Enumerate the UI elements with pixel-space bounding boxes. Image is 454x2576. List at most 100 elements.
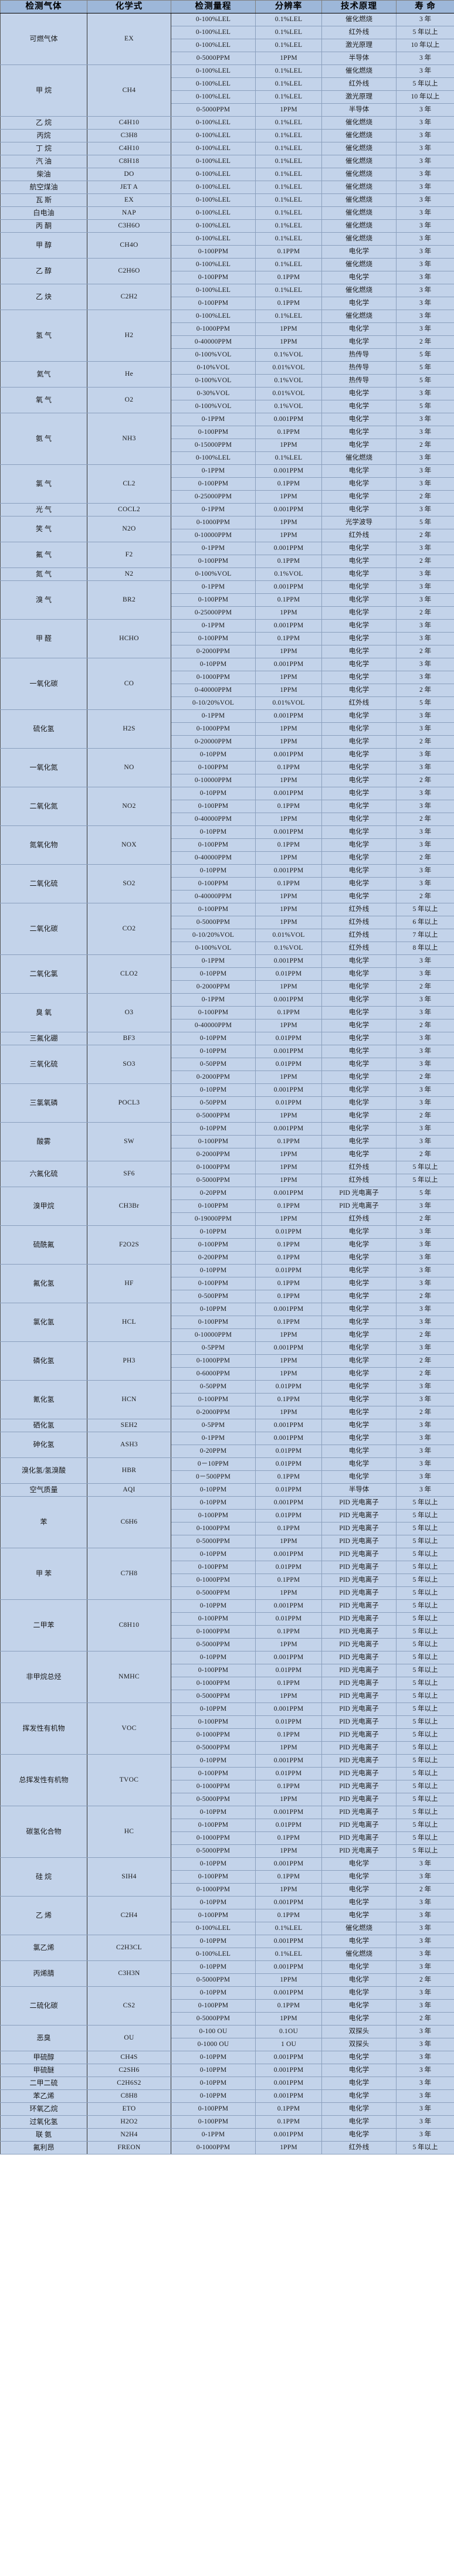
cell-detection-range: 0-10PPM (171, 967, 256, 981)
cell-technology: 电化学 (321, 1457, 397, 1471)
cell-lifetime: 5 年 (396, 696, 454, 710)
cell-technology: 红外线 (321, 1161, 397, 1174)
table-row: 二氧化碳 CO2 0-100PPM 1PPM 红外线 5 年以上 (0, 903, 454, 955)
cell-resolution: 0.01PPM (255, 1767, 322, 1780)
cell-lifetime: 3 年 (396, 800, 454, 813)
cell-technology: 电化学 (321, 1225, 397, 1239)
table-row: 甲硫醇 CH4S 0-10PPM 0.001PPM 电化学 3 年 (0, 2051, 454, 2064)
cell-technology: 半导体 (321, 103, 397, 117)
cell-gas-name: 丙烯腈 (0, 1960, 87, 1987)
table-row: 氨 气 NH3 0-1PPM 0.001PPM 电化学 3 年 (0, 413, 454, 465)
cell-resolution: 0.1%LEL (255, 129, 322, 142)
cell-detection-range: 0-1000PPM (171, 1780, 256, 1793)
table-row: 0-5000PPM 1PPM 半导体 3 年 (1, 103, 454, 117)
cell-technology: 电化学 (321, 748, 397, 762)
cell-lifetime: 3 年 (396, 993, 454, 1007)
cell-detection-range: 0-100PPM (171, 1316, 256, 1329)
cell-technology: 电化学 (321, 1290, 397, 1303)
table-row: 0-1000PPM 1PPM 电化学 3 年 (1, 322, 454, 336)
cell-technology: 激光原理 (321, 39, 397, 52)
cell-resolution: 1PPM (255, 684, 322, 697)
column-header-formula: 化学式 (87, 0, 171, 13)
cell-detection-range: 0-500PPM (171, 1290, 256, 1303)
cell-gas-name: 硫酰氟 (0, 1225, 87, 1265)
cell-detection-range: 0-20PPM (171, 1445, 256, 1458)
cell-resolution: 1PPM (255, 2141, 322, 2154)
cell-detection-range: 0-2000PPM (171, 1406, 256, 1419)
cell-detection-range: 0-100%LEL (171, 155, 256, 168)
cell-resolution: 1PPM (255, 1586, 322, 1600)
table-row: 0-100PPM 0.1PPM 电化学 3 年 (1, 1277, 454, 1290)
cell-gas-name: 乙 烷 (0, 116, 87, 130)
cell-lifetime: 3 年 (396, 1870, 454, 1884)
cell-lifetime: 5 年以上 (396, 1625, 454, 1639)
cell-technology: PID 光电离子 (321, 1509, 397, 1523)
table-row: 0-500PPM 0.1PPM 电化学 2 年 (1, 1290, 454, 1303)
cell-chemical-formula: N2O (87, 516, 171, 542)
cell-technology: PID 光电离子 (321, 1651, 397, 1664)
cell-resolution: 1PPM (255, 1109, 322, 1123)
cell-lifetime: 3 年 (396, 52, 454, 65)
table-row: 0-100PPM 0.1PPM 电化学 3 年 (1, 632, 454, 645)
table-row: 氯化氢 HCL 0-10PPM 0.001PPM 电化学 3 年 (0, 1303, 454, 1342)
cell-resolution: 1PPM (255, 1535, 322, 1548)
cell-detection-range: 0-100 OU (171, 2025, 256, 2038)
cell-lifetime: 3 年 (396, 1199, 454, 1213)
cell-chemical-formula: H2 (87, 310, 171, 362)
table-row: 0-1000PPM 0.1PPM PID 光电离子 5 年以上 (1, 1522, 454, 1535)
cell-technology: PID 光电离子 (321, 1638, 397, 1651)
table-row: 挥发性有机物 VOC 0-10PPM 0.001PPM PID 光电离子 5 年以上 (0, 1702, 454, 1755)
cell-chemical-formula: HF (87, 1264, 171, 1303)
cell-chemical-formula: O3 (87, 993, 171, 1032)
cell-resolution: 0.001PPM (255, 542, 322, 555)
cell-technology: 电化学 (321, 1251, 397, 1265)
cell-detection-range: 0－10PPM (171, 1457, 256, 1471)
cell-resolution: 0.1PPM (255, 1393, 322, 1406)
cell-technology: PID 光电离子 (321, 1690, 397, 1703)
table-row: 0-2000PPM 1PPM 电化学 2 年 (1, 980, 454, 994)
cell-detection-range: 0-100PPM (171, 1819, 256, 1832)
cell-lifetime: 5 年 (396, 348, 454, 362)
cell-resolution: 1PPM (255, 1973, 322, 1987)
cell-resolution: 0.1PPM (255, 426, 322, 439)
cell-technology: 电化学 (321, 1419, 397, 1432)
cell-detection-range: 0－500PPM (171, 1470, 256, 1484)
table-row: 0-2000PPM 1PPM 电化学 2 年 (1, 1148, 454, 1161)
cell-technology: PID 光电离子 (321, 1831, 397, 1845)
cell-detection-range: 0-10/20%VOL (171, 929, 256, 942)
cell-chemical-formula: CH4O (87, 232, 171, 259)
cell-technology: 电化学 (321, 2077, 397, 2090)
table-row: 丙 酮 C3H6O 0-100%LEL 0.1%LEL 催化燃烧 3 年 (0, 219, 454, 233)
cell-detection-range: 0-5000PPM (171, 1973, 256, 1987)
cell-chemical-formula: C2SH6 (87, 2064, 171, 2077)
cell-resolution: 0.001PPM (255, 1599, 322, 1613)
table-row: 乙 烯 C2H4 0-10PPM 0.001PPM 电化学 3 年 (0, 1896, 454, 1935)
cell-resolution: 0.1PPM (255, 1470, 322, 1484)
cell-lifetime: 8 年以上 (396, 942, 454, 955)
cell-lifetime: 5 年以上 (396, 1702, 454, 1716)
cell-detection-range: 0-10PPM (171, 1857, 256, 1871)
cell-technology: PID 光电离子 (321, 1535, 397, 1548)
cell-technology: 电化学 (321, 709, 397, 723)
cell-lifetime: 3 年 (396, 155, 454, 168)
table-row: 0-100PPM 0.1PPM 电化学 3 年 (1, 1999, 454, 2013)
cell-gas-name: 甲硫醇 (0, 2051, 87, 2064)
cell-chemical-formula: JET A (87, 181, 171, 194)
cell-gas-name: 溴甲烷 (0, 1187, 87, 1226)
table-row: 0-100PPM 0.01PPM PID 光电离子 5 年以上 (1, 1561, 454, 1574)
cell-resolution: 0.1PPM (255, 477, 322, 491)
table-row: 一氧化碳 CO 0-10PPM 0.001PPM 电化学 3 年 (0, 658, 454, 710)
cell-detection-range: 0-100%LEL (171, 116, 256, 130)
cell-technology: 电化学 (321, 1857, 397, 1871)
cell-gas-name: 氟 气 (0, 542, 87, 568)
cell-chemical-formula: SO3 (87, 1045, 171, 1084)
table-row: 0-20000PPM 1PPM 电化学 2 年 (1, 735, 454, 749)
cell-detection-range: 0-100PPM (171, 800, 256, 813)
cell-lifetime: 3 年 (396, 245, 454, 259)
cell-detection-range: 0-5000PPM (171, 1638, 256, 1651)
cell-gas-name: 光 气 (0, 503, 87, 516)
cell-gas-name: 甲 苯 (0, 1548, 87, 1600)
cell-resolution: 0.1PPM (255, 1006, 322, 1019)
cell-detection-range: 0-5000PPM (171, 2012, 256, 2026)
cell-technology: 半导体 (321, 1483, 397, 1497)
